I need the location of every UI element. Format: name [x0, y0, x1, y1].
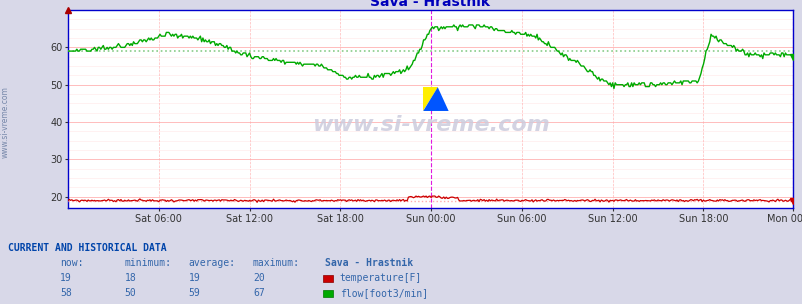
Text: CURRENT AND HISTORICAL DATA: CURRENT AND HISTORICAL DATA: [8, 243, 167, 253]
Text: 50: 50: [124, 288, 136, 298]
Text: flow[foot3/min]: flow[foot3/min]: [339, 288, 427, 298]
Text: temperature[F]: temperature[F]: [339, 273, 421, 283]
Text: Sava - Hrastnik: Sava - Hrastnik: [325, 258, 413, 268]
Text: 59: 59: [188, 288, 200, 298]
Text: maximum:: maximum:: [253, 258, 300, 268]
Text: www.si-vreme.com: www.si-vreme.com: [311, 115, 549, 135]
Polygon shape: [423, 87, 437, 111]
Polygon shape: [423, 87, 448, 111]
Text: 20: 20: [253, 273, 265, 283]
Title: Sava - Hrastnik: Sava - Hrastnik: [370, 0, 490, 9]
Text: 58: 58: [60, 288, 72, 298]
Text: 19: 19: [60, 273, 72, 283]
Text: minimum:: minimum:: [124, 258, 172, 268]
Text: now:: now:: [60, 258, 83, 268]
Text: 67: 67: [253, 288, 265, 298]
Text: www.si-vreme.com: www.si-vreme.com: [1, 86, 10, 157]
Text: 19: 19: [188, 273, 200, 283]
Text: 18: 18: [124, 273, 136, 283]
Text: average:: average:: [188, 258, 236, 268]
